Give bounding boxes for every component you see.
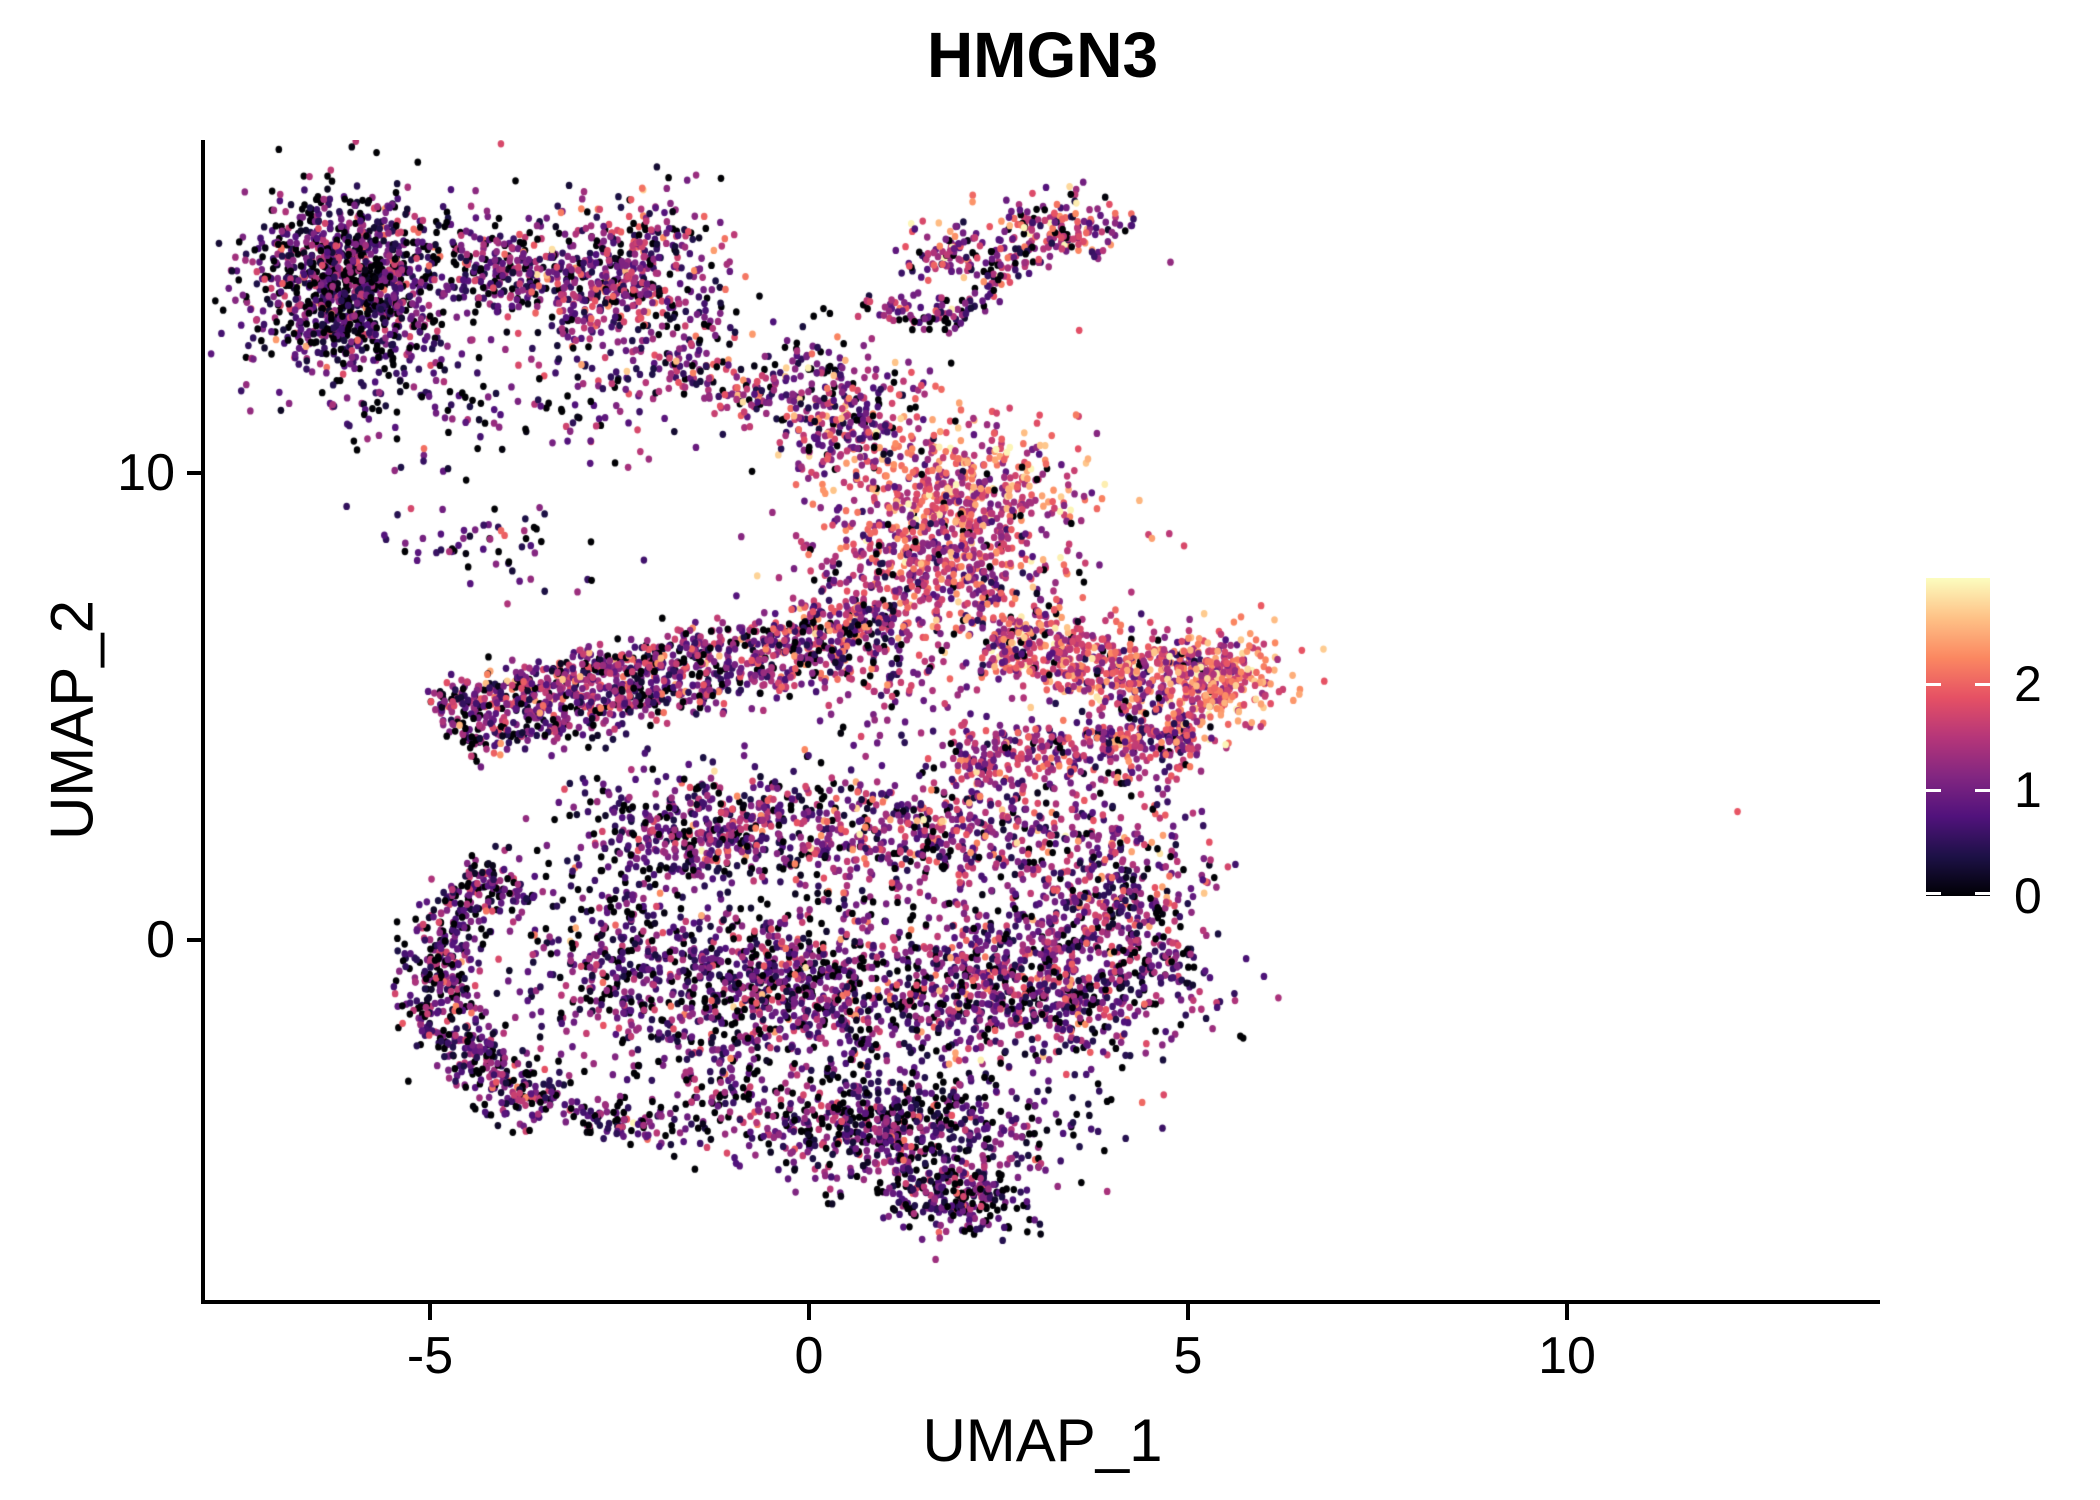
x-tick-mark [807,1304,811,1320]
colorbar-tick-mark [1975,892,1990,895]
colorbar-tick-mark [1926,789,1941,792]
umap-scatter-canvas [205,140,1880,1300]
x-tick-label: 5 [1173,1327,1203,1385]
x-axis-label: UMAP_1 [922,1407,1163,1474]
plot-area [205,140,1880,1300]
x-tick-mark [1186,1304,1190,1320]
colorbar-tick-label: 0 [2014,868,2042,924]
y-tick-label: 10 [117,444,175,502]
y-tick-label: 0 [146,911,175,969]
colorbar-tick-label: 1 [2014,762,2042,818]
x-tick-mark [428,1304,432,1320]
plot-title: HMGN3 [926,19,1159,91]
x-tick-label: -5 [406,1327,454,1385]
y-tick-mark [187,938,203,942]
colorbar-tick-mark [1926,892,1941,895]
x-tick-mark [1565,1304,1569,1320]
colorbar-tick-label: 2 [2014,656,2042,712]
colorbar-gradient [1926,578,1990,896]
x-axis-line [201,1300,1880,1304]
y-tick-mark [187,471,203,475]
x-tick-label: 0 [794,1327,824,1385]
y-axis-line [201,140,205,1304]
colorbar-tick-mark [1975,789,1990,792]
colorbar-tick-mark [1926,683,1941,686]
colorbar-tick-mark [1975,683,1990,686]
x-tick-label: 10 [1538,1327,1596,1385]
y-axis-label: UMAP_2 [38,599,106,841]
